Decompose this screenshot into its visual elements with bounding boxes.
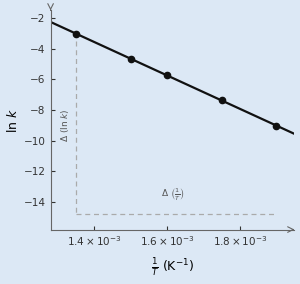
Text: $\Delta$ (ln $k$): $\Delta$ (ln $k$): [59, 108, 71, 142]
Text: $\Delta$ $\left(\frac{1}{T}\right)$: $\Delta$ $\left(\frac{1}{T}\right)$: [160, 186, 184, 202]
Y-axis label: ln $k$: ln $k$: [6, 107, 20, 133]
X-axis label: $\frac{1}{T}$ (K$^{-1}$): $\frac{1}{T}$ (K$^{-1}$): [151, 256, 194, 278]
